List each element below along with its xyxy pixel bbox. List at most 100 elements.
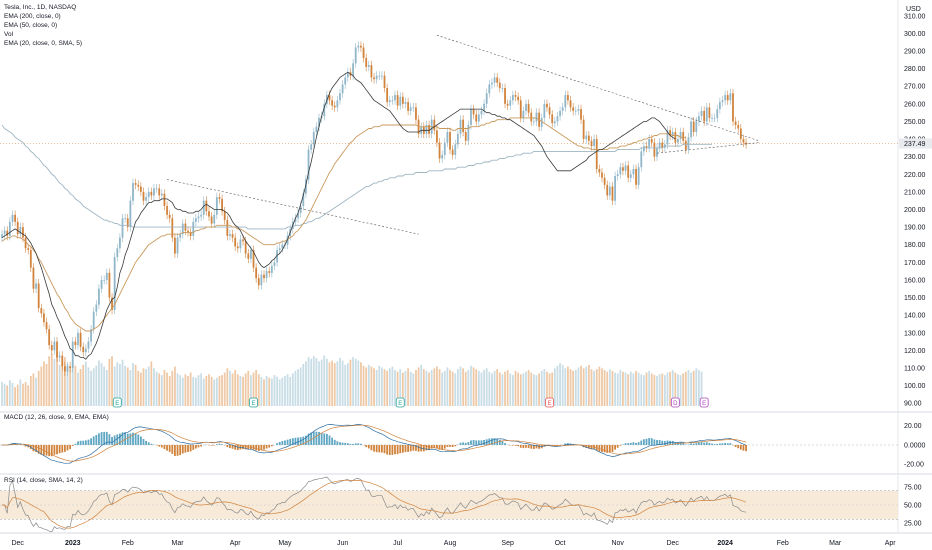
macd-histogram-bar xyxy=(698,442,700,445)
candle-body xyxy=(692,121,695,133)
macd-histogram-bar xyxy=(504,443,506,445)
legend-vol[interactable]: Vol xyxy=(4,31,14,38)
volume-bar xyxy=(687,370,690,406)
time-axis-label: Apr xyxy=(885,540,897,547)
candle-body xyxy=(310,144,313,150)
volume-bar xyxy=(239,376,242,406)
candle-body xyxy=(202,200,205,215)
volume-bar xyxy=(231,373,234,406)
candle-body xyxy=(491,82,493,85)
price-tick-label: 310.00 xyxy=(904,13,926,20)
macd-histogram-bar xyxy=(606,444,609,453)
earnings-marker-label: E xyxy=(252,401,256,407)
volume-bar xyxy=(493,370,496,406)
legend-ema20[interactable]: EMA (20, close, 0, SMA, 5) xyxy=(4,40,83,47)
volume-bar xyxy=(66,364,69,406)
candle-body xyxy=(624,165,627,171)
candle-body xyxy=(718,102,721,110)
macd-histogram-bar xyxy=(564,443,567,445)
macd-histogram-bar xyxy=(98,433,100,445)
macd-histogram-bar xyxy=(302,436,305,445)
macd-histogram-bar xyxy=(718,443,721,445)
volume-bar xyxy=(284,376,286,406)
candle-body xyxy=(546,103,548,108)
macd-histogram-bar xyxy=(409,444,412,452)
candle-body xyxy=(29,250,32,268)
volume-bar xyxy=(637,372,640,406)
candle-body xyxy=(661,142,664,148)
candle-body xyxy=(509,100,512,106)
macd-histogram-bar xyxy=(45,444,48,456)
candle-body xyxy=(312,132,315,145)
macd-histogram-bar xyxy=(711,443,713,445)
time-axis-label: Jun xyxy=(337,540,348,547)
rsi-label[interactable]: RSI (14, close, SMA, 14, 2) xyxy=(4,477,83,484)
candle-body xyxy=(690,121,692,138)
macd-histogram-bar xyxy=(184,444,187,453)
volume-bar xyxy=(121,359,124,406)
volume-bar xyxy=(679,375,682,406)
candle-body xyxy=(464,132,467,141)
volume-bar xyxy=(420,364,423,406)
candle-body xyxy=(344,77,347,85)
volume-bar xyxy=(590,369,593,406)
macd-histogram-bar xyxy=(525,444,527,448)
macd-label[interactable]: MACD (12, 26, close, 9, EMA, EMA) xyxy=(4,414,109,421)
macd-histogram-bar xyxy=(661,440,664,445)
candle-body xyxy=(189,232,192,236)
volume-bar xyxy=(559,363,561,406)
candle-body xyxy=(179,234,182,238)
last-price-tag xyxy=(899,138,932,149)
macd-histogram-bar xyxy=(171,444,174,454)
candle-body xyxy=(208,211,210,217)
volume-bar xyxy=(622,371,624,406)
volume-bar xyxy=(640,374,643,406)
macd-histogram-bar xyxy=(619,444,622,446)
price-tick-label: 290.00 xyxy=(904,49,926,56)
legend-ema200[interactable]: EMA (200, close, 0) xyxy=(4,13,61,20)
macd-histogram-bar xyxy=(318,431,320,445)
earnings-marker: E xyxy=(699,397,709,408)
volume-bar xyxy=(263,379,265,406)
legend-ema50[interactable]: EMA (50, close, 0) xyxy=(4,22,58,29)
volume-bar xyxy=(215,377,218,406)
volume-bar xyxy=(242,376,244,406)
volume-bar xyxy=(27,385,30,406)
time-axis-label: Dec xyxy=(666,540,679,547)
candle-body xyxy=(577,109,580,111)
price-tick-label: 270.00 xyxy=(904,84,926,91)
macd-histogram-bar xyxy=(412,444,415,451)
macd-histogram-bar xyxy=(305,435,307,445)
time-axis-label: Feb xyxy=(122,540,134,547)
volume-bar xyxy=(22,383,24,406)
macd-histogram-bar xyxy=(166,444,168,451)
candle-body xyxy=(270,265,273,273)
volume-bar xyxy=(270,378,273,406)
macd-histogram-bar xyxy=(407,444,409,452)
volume-bar xyxy=(430,370,433,406)
macd-histogram-bar xyxy=(213,444,216,446)
macd-histogram-bar xyxy=(281,440,284,445)
macd-histogram-bar xyxy=(742,444,745,451)
candle-body xyxy=(601,172,603,178)
candle-body xyxy=(472,109,475,115)
volume-bar xyxy=(247,370,250,406)
macd-histogram-bar xyxy=(71,444,74,446)
candle-body xyxy=(229,234,231,236)
volume-bar xyxy=(548,373,551,406)
macd-histogram-bar xyxy=(124,432,127,445)
candle-body xyxy=(265,271,268,279)
volume-bar xyxy=(370,366,373,406)
macd-histogram-bar xyxy=(37,444,40,454)
candle-body xyxy=(82,346,85,353)
candle-body xyxy=(543,103,546,118)
macd-histogram-bar xyxy=(150,443,153,445)
macd-histogram-bar xyxy=(116,434,119,445)
candle-body xyxy=(388,100,391,103)
earnings-marker: E xyxy=(112,397,122,408)
macd-tick-label: 0.0000 xyxy=(904,442,926,449)
candle-body xyxy=(637,167,640,185)
macd-histogram-bar xyxy=(737,444,740,449)
